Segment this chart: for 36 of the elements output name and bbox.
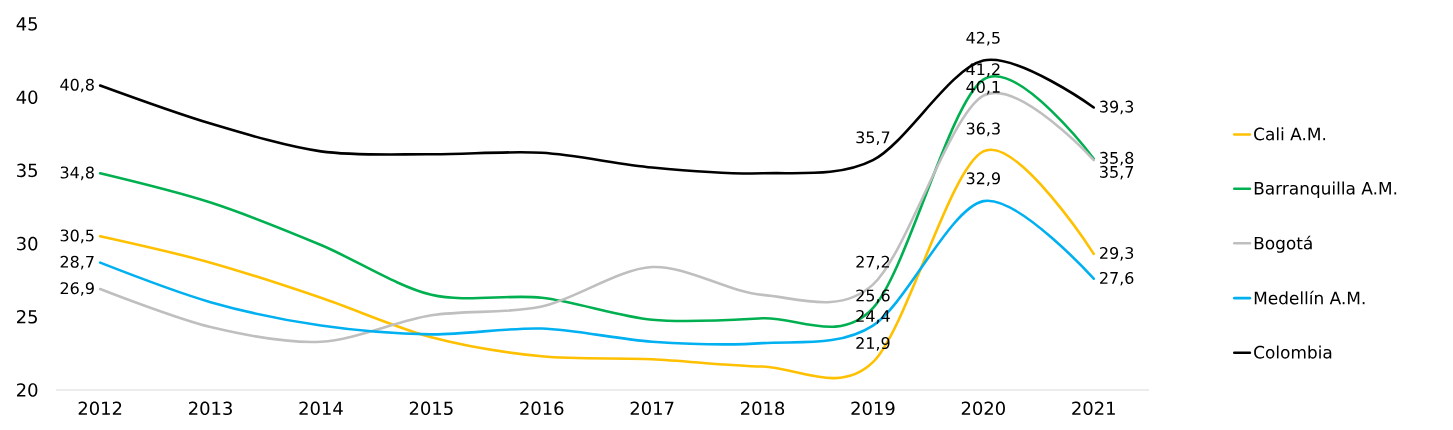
x-tick-label: 2016 [520, 401, 564, 416]
data-label: 30,5 [60, 229, 94, 244]
data-label: 42,5 [966, 31, 1000, 46]
x-tick-label: 2013 [189, 401, 232, 416]
data-label: 35,7 [1100, 165, 1134, 180]
y-tick-label: 35 [17, 163, 37, 178]
data-label: 35,8 [1100, 151, 1134, 166]
data-label: 29,3 [1100, 247, 1134, 261]
data-label: 27,2 [856, 255, 890, 270]
legend-label: Colombia [1254, 345, 1332, 359]
x-tick-label: 2021 [1072, 401, 1115, 416]
x-tick-label: 2017 [630, 401, 674, 416]
y-tick-label: 25 [17, 310, 37, 324]
x-tick-label: 2019 [851, 401, 895, 416]
y-tick-label: 40 [16, 90, 38, 104]
legend-label: Barranquilla A.M. [1254, 181, 1397, 198]
x-tick-label: 2018 [741, 401, 785, 416]
legend-label: Cali A.M. [1254, 127, 1326, 141]
y-tick-label: 45 [16, 17, 37, 31]
data-label: 35,7 [856, 131, 890, 145]
legend-label: Medellín A.M. [1254, 290, 1365, 305]
x-tick-label: 2012 [78, 401, 122, 416]
x-tick-label: 2014 [299, 401, 343, 416]
x-tick-label: 2020 [961, 401, 1005, 416]
data-label: 32,9 [966, 172, 1000, 186]
legend-label: Bogotá [1254, 235, 1312, 253]
y-tick-label: 20 [17, 383, 38, 397]
data-label: 39,3 [1100, 100, 1134, 115]
data-label: 26,9 [60, 282, 94, 296]
x-tick-label: 2015 [409, 401, 453, 416]
y-tick-label: 30 [17, 236, 38, 251]
data-label: 28,7 [60, 255, 94, 270]
data-label: 34,8 [60, 166, 94, 181]
data-label: 36,3 [966, 122, 1000, 137]
data-label: 27,6 [1100, 271, 1134, 286]
data-label: 40,8 [60, 78, 94, 93]
